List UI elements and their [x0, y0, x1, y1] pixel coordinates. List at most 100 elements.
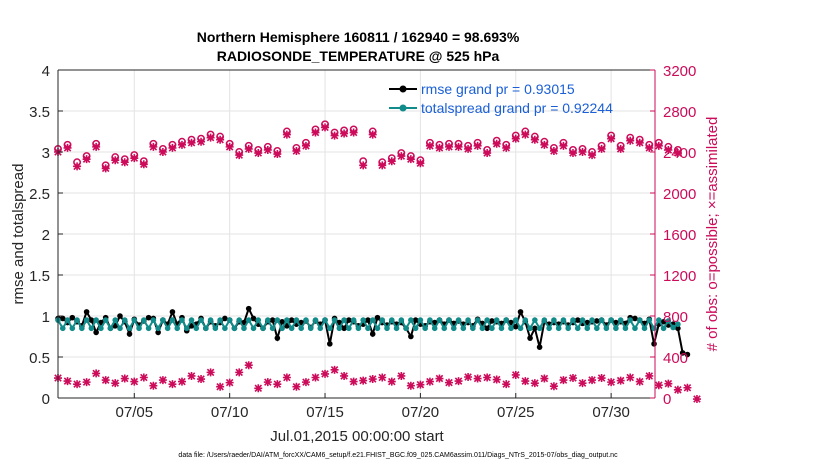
data-point [59, 325, 66, 332]
data-point [406, 381, 415, 390]
data-point [282, 130, 291, 139]
data-point [470, 325, 476, 332]
data-point [603, 325, 610, 332]
legend-label-totalspread: totalspread grand pr = 0.92244 [421, 100, 613, 116]
data-point [412, 317, 419, 323]
data-point [474, 317, 481, 323]
data-point [236, 317, 242, 323]
data-point [126, 331, 133, 337]
data-point [568, 149, 577, 158]
data-point [255, 317, 262, 323]
data-point [465, 317, 471, 323]
data-point [527, 335, 533, 341]
x-tick-label: 07/05 [116, 404, 154, 421]
data-point [349, 377, 358, 386]
data-point [588, 151, 597, 160]
data-point [145, 325, 152, 332]
data-point [250, 315, 257, 322]
data-point [93, 317, 99, 323]
data-point [112, 317, 119, 323]
data-point [349, 128, 358, 137]
data-point [174, 325, 181, 332]
data-point [673, 149, 682, 158]
data-point [574, 317, 581, 323]
data-point [254, 149, 263, 158]
data-point [417, 317, 424, 323]
data-point [197, 137, 206, 146]
data-point [340, 129, 349, 138]
data-point [425, 377, 434, 386]
data-point [473, 374, 482, 383]
data-point [222, 315, 228, 322]
data-point [521, 377, 530, 386]
data-point [63, 143, 72, 152]
data-point [149, 381, 158, 390]
data-point [141, 317, 147, 323]
data-point [225, 142, 234, 151]
data-point [425, 141, 434, 150]
data-point [406, 155, 415, 164]
data-point [69, 325, 76, 332]
data-point [83, 317, 90, 323]
data-point [225, 378, 234, 387]
data-point [273, 150, 282, 159]
data-point [307, 325, 314, 332]
data-point [435, 374, 444, 383]
data-point [169, 309, 176, 315]
data-point [645, 143, 654, 152]
series-1 [55, 317, 681, 332]
data-point [427, 317, 433, 323]
data-point [326, 341, 333, 347]
data-point [369, 331, 376, 337]
data-point [675, 321, 681, 328]
data-point [245, 317, 252, 323]
data-point [493, 317, 500, 323]
data-point [149, 142, 158, 151]
data-point [169, 317, 176, 323]
data-point [503, 317, 510, 323]
data-point [594, 318, 600, 324]
data-point [369, 317, 376, 323]
data-point [522, 317, 529, 323]
data-point [646, 317, 653, 323]
legend-marker-totalspread [399, 104, 407, 112]
data-point [311, 373, 320, 382]
data-point [512, 323, 519, 330]
data-point [435, 143, 444, 152]
data-point [82, 155, 91, 164]
data-point [274, 335, 281, 341]
y2-tick-label: 400 [663, 350, 688, 367]
data-point [298, 325, 304, 332]
data-point [532, 325, 538, 332]
data-point [484, 317, 490, 323]
data-point [517, 325, 524, 332]
data-point [158, 148, 167, 156]
y2-tick-label: 0 [663, 391, 671, 408]
data-point [664, 379, 673, 388]
data-point [559, 376, 568, 385]
data-point [101, 164, 110, 173]
data-point [551, 317, 557, 323]
data-point [536, 344, 543, 350]
data-point [416, 159, 425, 168]
data-point [207, 317, 214, 323]
data-point [321, 369, 330, 378]
data-point [197, 375, 206, 384]
data-point [63, 377, 72, 386]
data-point [651, 325, 657, 332]
data-point [301, 141, 310, 150]
data-point [260, 325, 266, 332]
data-point [120, 158, 129, 167]
data-point [559, 141, 568, 150]
tick-marks [58, 69, 655, 399]
y-axis-label: rmse and totalspread [10, 164, 27, 305]
x-axis-label: Jul.01,2015 00:00:00 start [270, 428, 444, 445]
x-tick-label: 07/10 [211, 404, 249, 421]
data-point [107, 325, 114, 332]
data-point [549, 146, 558, 155]
data-point [532, 317, 538, 323]
data-point [546, 325, 552, 332]
data-point [235, 151, 244, 160]
data-point [683, 383, 692, 392]
data-point [222, 325, 228, 332]
